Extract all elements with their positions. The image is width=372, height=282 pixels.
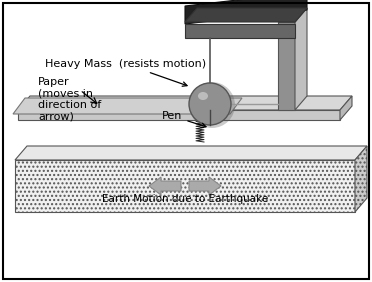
Polygon shape xyxy=(278,8,307,22)
Polygon shape xyxy=(15,146,367,160)
Polygon shape xyxy=(340,96,352,120)
Polygon shape xyxy=(13,98,242,114)
Polygon shape xyxy=(185,0,307,24)
Polygon shape xyxy=(18,96,352,110)
Polygon shape xyxy=(355,146,367,212)
Polygon shape xyxy=(295,8,307,110)
Text: Pen: Pen xyxy=(162,111,206,127)
Polygon shape xyxy=(15,160,355,212)
Text: Heavy Mass  (resists motion): Heavy Mass (resists motion) xyxy=(45,59,206,86)
Polygon shape xyxy=(185,8,307,22)
Text: Paper
(moves in
direction of
arrow): Paper (moves in direction of arrow) xyxy=(38,77,101,122)
FancyArrow shape xyxy=(149,177,181,195)
FancyArrow shape xyxy=(189,177,221,195)
Ellipse shape xyxy=(189,82,235,128)
Ellipse shape xyxy=(198,92,208,100)
Text: Earth Motion due to Earthquake: Earth Motion due to Earthquake xyxy=(102,194,268,204)
Bar xyxy=(278,22,295,110)
Polygon shape xyxy=(18,110,340,120)
Polygon shape xyxy=(185,24,295,38)
Circle shape xyxy=(189,83,231,125)
